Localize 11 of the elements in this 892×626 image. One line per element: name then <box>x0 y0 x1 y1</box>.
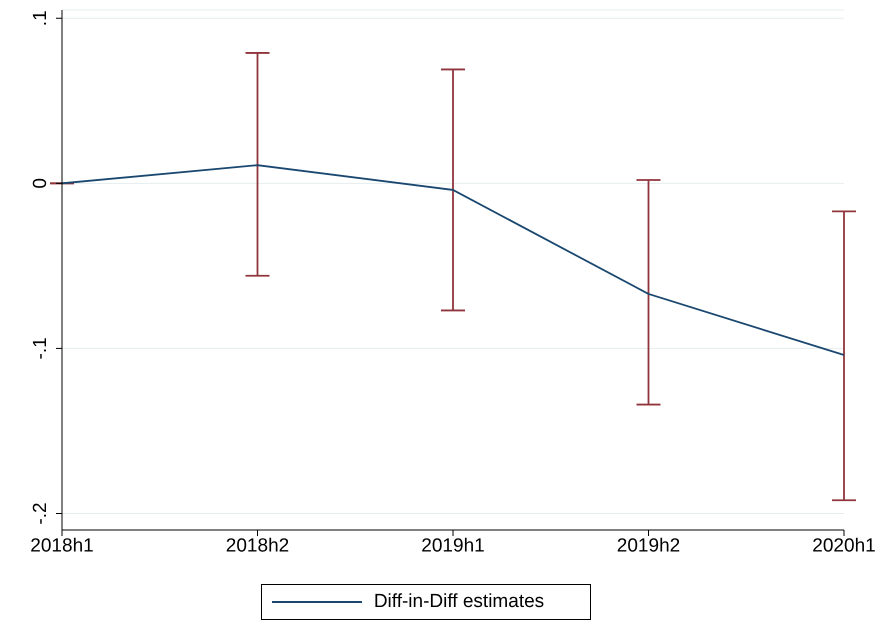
x-tick-label: 2019h1 <box>421 535 485 556</box>
y-tick-label: .1 <box>30 10 51 26</box>
y-tick-label: -.2 <box>30 502 51 525</box>
x-tick-label: 2018h2 <box>226 535 290 556</box>
y-tick-label: 0 <box>30 178 51 189</box>
x-tick-label: 2018h1 <box>30 535 94 556</box>
legend-label: Diff-in-Diff estimates <box>374 591 544 613</box>
x-tick-label: 2020h1 <box>812 535 876 556</box>
line-series <box>61 164 845 356</box>
x-tick-label: 2019h2 <box>616 535 680 556</box>
y-tick-label: -.1 <box>30 337 51 360</box>
